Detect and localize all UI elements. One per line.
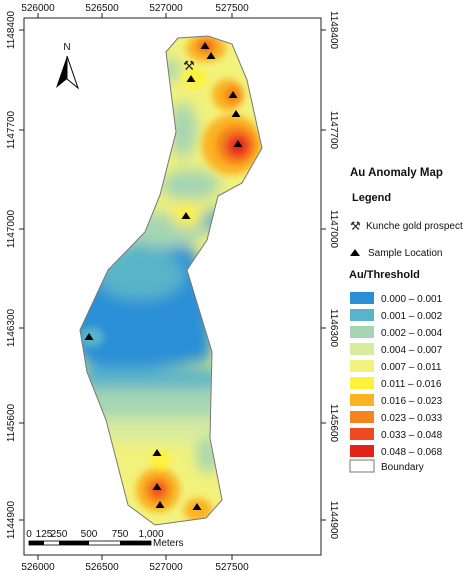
scale-label: 500 (81, 529, 98, 540)
legend-swatch (350, 411, 374, 423)
y-tick-left-label: 1147000 (6, 209, 17, 248)
sample-point (186, 75, 196, 82)
scale-label: 250 (51, 529, 68, 540)
boundary-outline (79, 35, 263, 526)
scale-label: 750 (112, 529, 129, 540)
y-tick-left-label: 1145600 (6, 403, 17, 442)
y-tick-left-label: 1148400 (6, 10, 17, 49)
sample-legend-icon (350, 249, 360, 256)
legend-swatch (350, 428, 374, 440)
y-tick-right-label: 1147000 (328, 210, 339, 249)
x-tick-top-label: 526500 (85, 3, 119, 14)
y-tick-left-label: 1144900 (6, 500, 17, 539)
x-tick-bottom-label: 526500 (85, 562, 119, 572)
y-tick-right-label: 1144900 (328, 501, 339, 540)
sample-point (155, 501, 165, 508)
sample-point (84, 333, 94, 340)
legend-class-label: 0.016 – 0.023 (381, 396, 443, 407)
legend-swatch (350, 343, 374, 355)
x-tick-bottom-label: 527500 (215, 562, 249, 572)
y-tick-right-label: 1146300 (328, 309, 339, 348)
legend-class-label: 0.023 – 0.033 (381, 413, 443, 424)
x-tick-bottom-label: 527000 (149, 562, 183, 572)
map-title: Au Anomaly Map (350, 167, 443, 179)
legend-class-label: 0.002 – 0.004 (381, 328, 443, 339)
legend-class-label: 0.004 – 0.007 (381, 345, 443, 356)
y-tick-left-label: 1146300 (6, 308, 17, 347)
sample-point (233, 140, 243, 147)
sample-point (206, 52, 216, 59)
x-tick-top-label: 527000 (149, 3, 183, 14)
x-tick-top-label: 526000 (21, 3, 55, 14)
y-tick-right-label: 1148400 (328, 11, 339, 50)
legend-class-label: 0.048 – 0.068 (381, 447, 443, 458)
sample-legend-label: Sample Location (368, 248, 443, 259)
legend-heading: Legend (352, 192, 391, 204)
scale-bar: 0 125 250 500 750 1,000 Meters (26, 529, 183, 549)
boundary-legend-swatch (349, 459, 375, 473)
scale-label: 0 (26, 529, 32, 540)
legend: Au Anomaly Map Legend ⚒ Kunche gold pros… (349, 167, 463, 473)
prospect-marker-icon: ⚒ (183, 58, 195, 73)
legend-class-label: 0.007 – 0.011 (381, 362, 442, 373)
north-label: N (63, 42, 70, 53)
legend-swatch (350, 326, 374, 338)
sample-points (84, 42, 243, 510)
sample-point (231, 110, 241, 117)
legend-class-label: 0.011 – 0.016 (381, 379, 442, 390)
scale-unit: Meters (153, 538, 184, 549)
x-tick-bottom-label: 526000 (21, 562, 55, 572)
y-tick-right-label: 1147700 (328, 111, 339, 150)
sample-point (192, 503, 202, 510)
legend-swatch (350, 309, 374, 321)
sample-point (152, 483, 162, 490)
scale-label: 1,000 (138, 529, 163, 540)
y-tick-left-label: 1147700 (6, 110, 17, 149)
sample-point (152, 449, 162, 456)
sample-point (181, 212, 191, 219)
prospect-legend-label: Kunche gold prospect (366, 221, 463, 232)
boundary-legend-label: Boundary (381, 462, 424, 473)
sample-point (200, 42, 210, 49)
x-tick-top-label: 527500 (215, 3, 249, 14)
y-tick-right-label: 1145600 (328, 404, 339, 443)
scale-label: 125 (36, 529, 53, 540)
threshold-heading: Au/Threshold (349, 269, 420, 281)
prospect-legend-icon: ⚒ (350, 219, 361, 233)
legend-class-label: 0.001 – 0.002 (381, 311, 443, 322)
legend-class-label: 0.033 – 0.048 (381, 430, 443, 441)
north-arrow-icon: N (56, 42, 80, 90)
legend-swatch (350, 360, 374, 372)
legend-class-label: 0.000 – 0.001 (381, 294, 443, 305)
legend-swatch (350, 394, 374, 406)
legend-swatch (350, 377, 374, 389)
legend-swatch (350, 292, 374, 304)
legend-swatch (350, 445, 374, 457)
sample-point (228, 91, 238, 98)
